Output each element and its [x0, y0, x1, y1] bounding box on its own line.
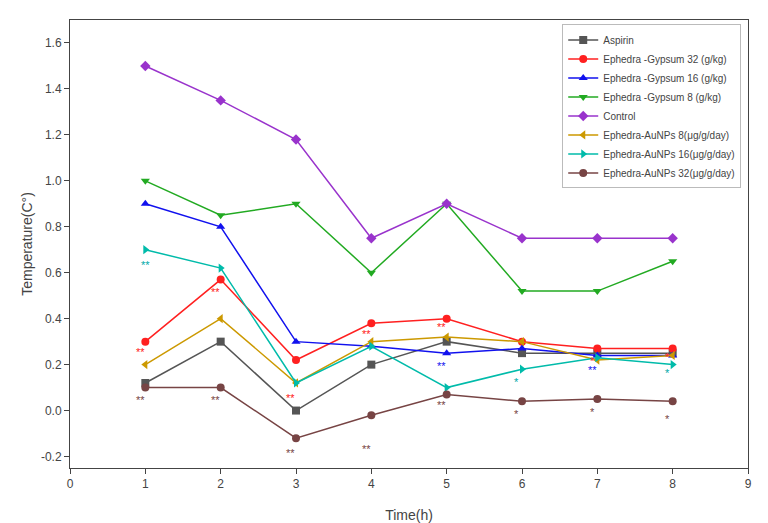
svg-text:0.0: 0.0 [45, 404, 62, 418]
svg-text:1.0: 1.0 [45, 174, 62, 188]
svg-text:*: * [665, 413, 670, 425]
svg-text:Ephedra -Gypsum 8 (g/kg): Ephedra -Gypsum 8 (g/kg) [603, 92, 721, 103]
svg-text:Ephedra-AuNPs 32(μg/g/day): Ephedra-AuNPs 32(μg/g/day) [603, 168, 734, 179]
svg-text:**: ** [136, 346, 145, 358]
svg-text:0.4: 0.4 [45, 312, 62, 326]
svg-text:0.2: 0.2 [45, 358, 62, 372]
svg-text:*: * [590, 406, 595, 418]
svg-text:Ephedra-AuNPs 8(μg/g/day): Ephedra-AuNPs 8(μg/g/day) [603, 130, 729, 141]
svg-text:**: ** [286, 392, 295, 404]
svg-text:1: 1 [142, 477, 149, 491]
svg-text:*: * [665, 351, 670, 363]
svg-text:Temperature(C°): Temperature(C°) [19, 192, 35, 296]
svg-text:6: 6 [519, 477, 526, 491]
svg-text:**: ** [141, 259, 150, 271]
svg-text:Ephedra -Gypsum 16 (g/kg): Ephedra -Gypsum 16 (g/kg) [603, 73, 726, 84]
svg-text:Ephedra -Gypsum 32 (g/kg): Ephedra -Gypsum 32 (g/kg) [603, 54, 726, 65]
svg-text:7: 7 [594, 477, 601, 491]
svg-text:Ephedra-AuNPs 16(μg/g/day): Ephedra-AuNPs 16(μg/g/day) [603, 149, 734, 160]
svg-text:*: * [665, 367, 670, 379]
svg-text:Aspirin: Aspirin [603, 35, 634, 46]
svg-text:5: 5 [443, 477, 450, 491]
svg-text:Time(h): Time(h) [385, 507, 433, 523]
svg-text:3: 3 [293, 477, 300, 491]
svg-text:1.4: 1.4 [45, 82, 62, 96]
svg-text:**: ** [211, 286, 220, 298]
svg-text:*: * [514, 408, 519, 420]
svg-text:-0.2: -0.2 [41, 450, 62, 464]
svg-text:0.8: 0.8 [45, 220, 62, 234]
svg-text:**: ** [362, 443, 371, 455]
svg-text:**: ** [437, 399, 446, 411]
svg-text:1.6: 1.6 [45, 36, 62, 50]
svg-text:Control: Control [603, 111, 635, 122]
svg-text:**: ** [362, 328, 371, 340]
svg-text:**: ** [588, 364, 597, 376]
svg-text:0.6: 0.6 [45, 266, 62, 280]
svg-text:**: ** [437, 360, 446, 372]
svg-text:*: * [590, 355, 595, 367]
svg-text:2: 2 [217, 477, 224, 491]
svg-text:**: ** [286, 447, 295, 459]
svg-text:9: 9 [745, 477, 752, 491]
svg-text:1.2: 1.2 [45, 128, 62, 142]
svg-text:**: ** [437, 321, 446, 333]
svg-text:0: 0 [67, 477, 74, 491]
svg-text:**: ** [136, 394, 145, 406]
svg-text:**: ** [211, 394, 220, 406]
svg-text:8: 8 [669, 477, 676, 491]
svg-text:4: 4 [368, 477, 375, 491]
svg-text:*: * [514, 376, 519, 388]
